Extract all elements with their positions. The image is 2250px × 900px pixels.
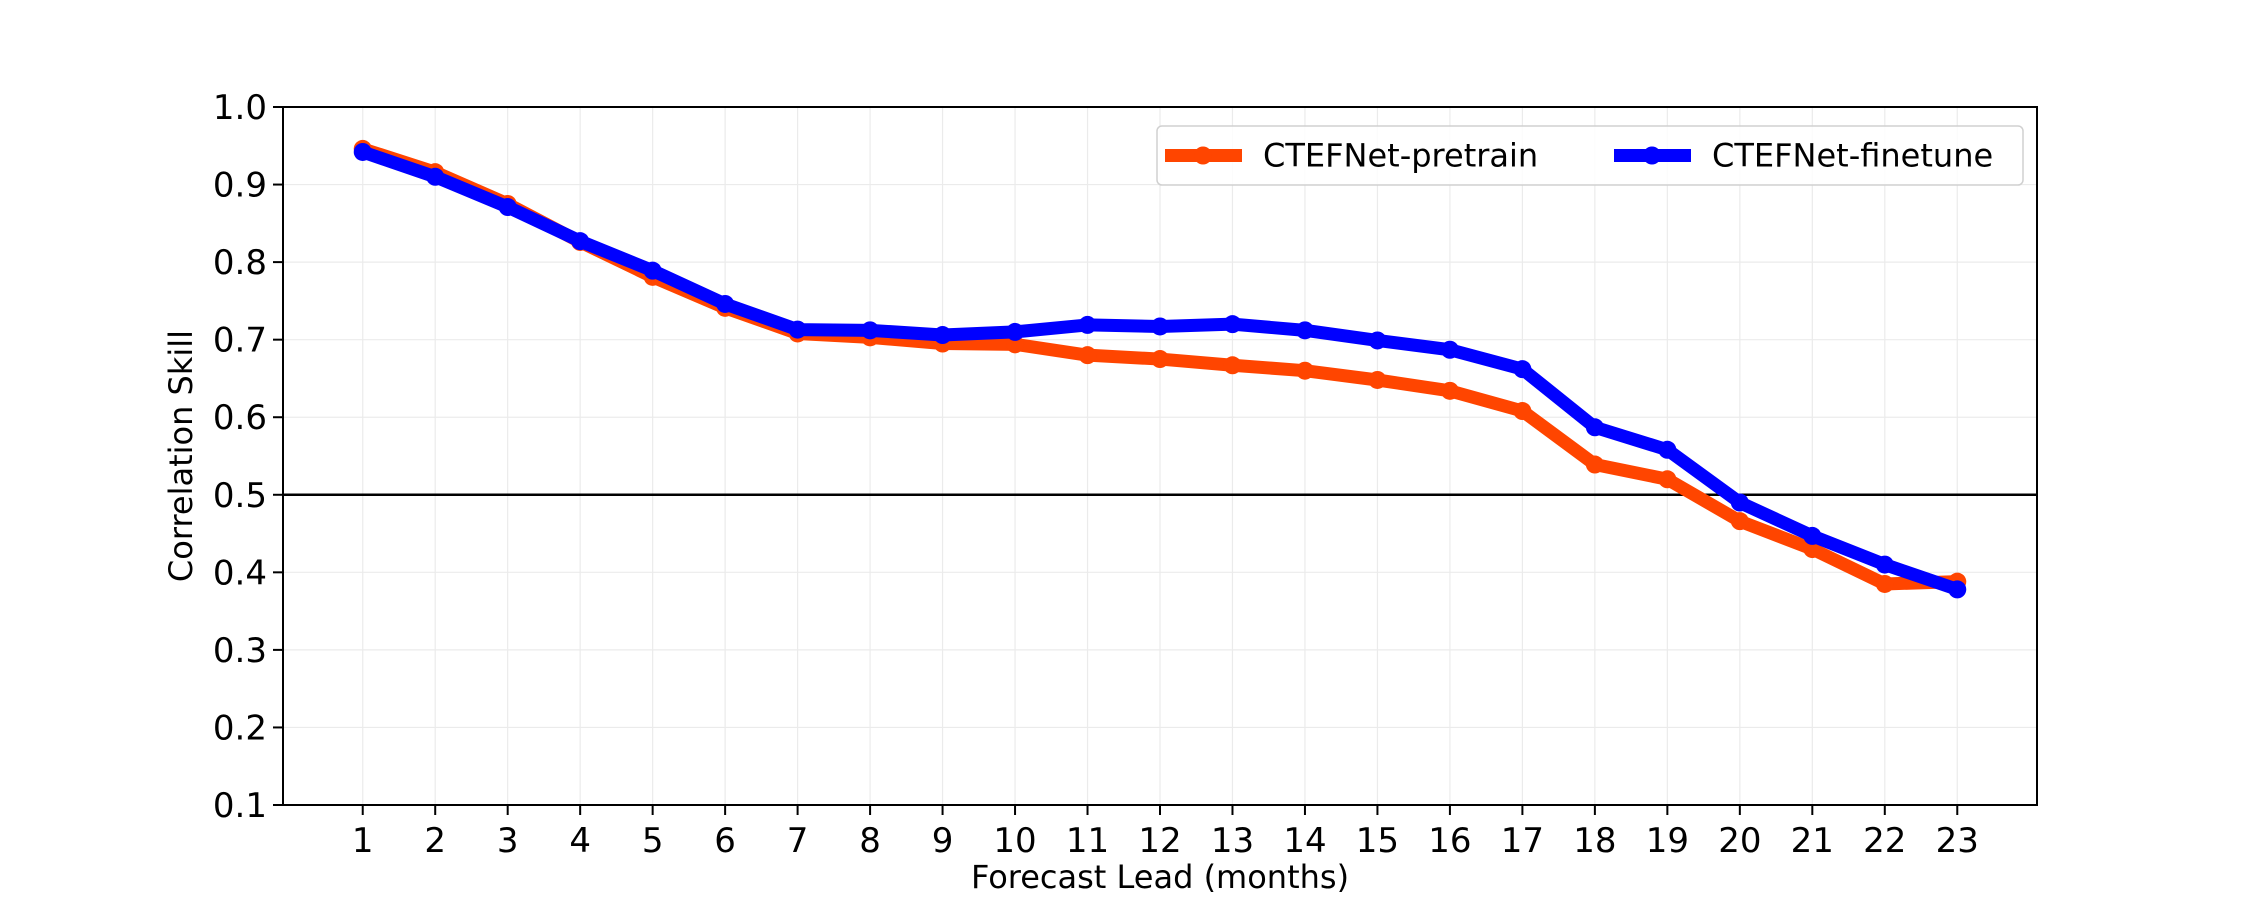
x-tick-label: 15 (1356, 821, 1399, 861)
x-tick-label: 9 (932, 821, 954, 861)
x-tick-label: 4 (569, 821, 591, 861)
data-point (788, 320, 807, 339)
legend-marker (1194, 146, 1212, 165)
x-tick-label: 11 (1066, 821, 1109, 861)
legend-label: CTEFNet-finetune (1712, 137, 1993, 175)
x-tick-label: 1 (352, 821, 374, 861)
x-tick-label: 13 (1211, 821, 1254, 861)
x-tick-label: 12 (1138, 821, 1181, 861)
y-tick-label: 0.6 (213, 398, 267, 438)
x-axis-label: Forecast Lead (months) (971, 858, 1349, 896)
y-tick-label: 0.1 (213, 786, 267, 826)
x-tick-label: 18 (1573, 821, 1616, 861)
data-point (1151, 350, 1169, 369)
data-point (1368, 370, 1387, 389)
y-tick-label: 0.7 (213, 321, 267, 361)
data-point (1151, 317, 1169, 336)
data-point (1440, 381, 1459, 400)
legend-entry: CTEFNet-pretrain (1165, 137, 1538, 175)
y-tick-label: 0.9 (213, 166, 267, 206)
data-point (1730, 512, 1749, 531)
legend-box (1156, 125, 2024, 186)
data-point (1513, 360, 1532, 379)
data-point (1006, 322, 1025, 341)
data-point (498, 198, 517, 217)
data-point (1875, 555, 1894, 574)
data-point (1803, 526, 1822, 545)
legend-label: CTEFNet-pretrain (1263, 137, 1538, 175)
data-point (1513, 402, 1532, 421)
data-point (1875, 574, 1894, 593)
data-point (353, 142, 372, 161)
legend-entry: CTEFNet-finetune (1614, 137, 1993, 175)
data-point (1223, 315, 1242, 334)
x-axis-ticks: 1 2 3 4 5 6 7 8 9 10 11 12 13 14 15 16 17 18 19 20 21 22 23 (352, 805, 1979, 861)
data-point (426, 167, 445, 186)
data-point (933, 326, 952, 345)
x-tick-label: 3 (497, 821, 519, 861)
x-tick-label: 6 (714, 821, 736, 861)
data-point (1658, 440, 1677, 459)
data-point (1658, 470, 1677, 489)
data-point (571, 232, 590, 251)
x-tick-label: 5 (642, 821, 664, 861)
x-tick-label: 14 (1283, 821, 1326, 861)
legend: CTEFNet-pretrain CTEFNet-finetune (1156, 125, 2024, 186)
data-point (861, 321, 880, 340)
y-axis-label: Correlation Skill (162, 330, 200, 582)
x-tick-label: 17 (1501, 821, 1544, 861)
y-tick-label: 0.4 (213, 553, 267, 593)
y-tick-label: 0.5 (213, 476, 267, 516)
data-point (1585, 455, 1604, 474)
x-tick-label: 10 (993, 821, 1036, 861)
data-point (1223, 356, 1242, 375)
x-tick-label: 23 (1936, 821, 1979, 861)
data-point (643, 261, 662, 280)
x-tick-label: 19 (1646, 821, 1689, 861)
x-tick-label: 22 (1863, 821, 1906, 861)
grid-lines (283, 106, 2037, 806)
x-tick-label: 16 (1428, 821, 1471, 861)
data-point (1295, 361, 1314, 380)
x-tick-label: 20 (1718, 821, 1761, 861)
data-point (1368, 331, 1387, 350)
data-point (1730, 493, 1749, 512)
data-point (1585, 418, 1604, 437)
x-tick-label: 21 (1791, 821, 1834, 861)
data-point (1295, 321, 1314, 340)
series-group (353, 139, 1967, 599)
data-point (1078, 315, 1097, 334)
y-axis-ticks: 0.1 0.2 0.3 0.4 0.5 0.6 0.7 0.8 0.9 1.0 (213, 88, 283, 826)
x-tick-label: 2 (424, 821, 446, 861)
series-CTEFNet-finetune (353, 142, 1967, 599)
data-point (1078, 346, 1097, 365)
x-tick-label: 7 (787, 821, 809, 861)
legend-marker (1643, 146, 1661, 165)
x-tick-label: 8 (859, 821, 881, 861)
y-tick-label: 0.2 (213, 708, 267, 748)
data-point (1006, 335, 1025, 354)
data-point (1440, 340, 1459, 359)
y-tick-label: 1.0 (213, 88, 267, 128)
y-tick-label: 0.3 (213, 631, 267, 671)
data-point (716, 294, 735, 313)
y-tick-label: 0.8 (213, 243, 267, 283)
data-point (1948, 580, 1967, 599)
